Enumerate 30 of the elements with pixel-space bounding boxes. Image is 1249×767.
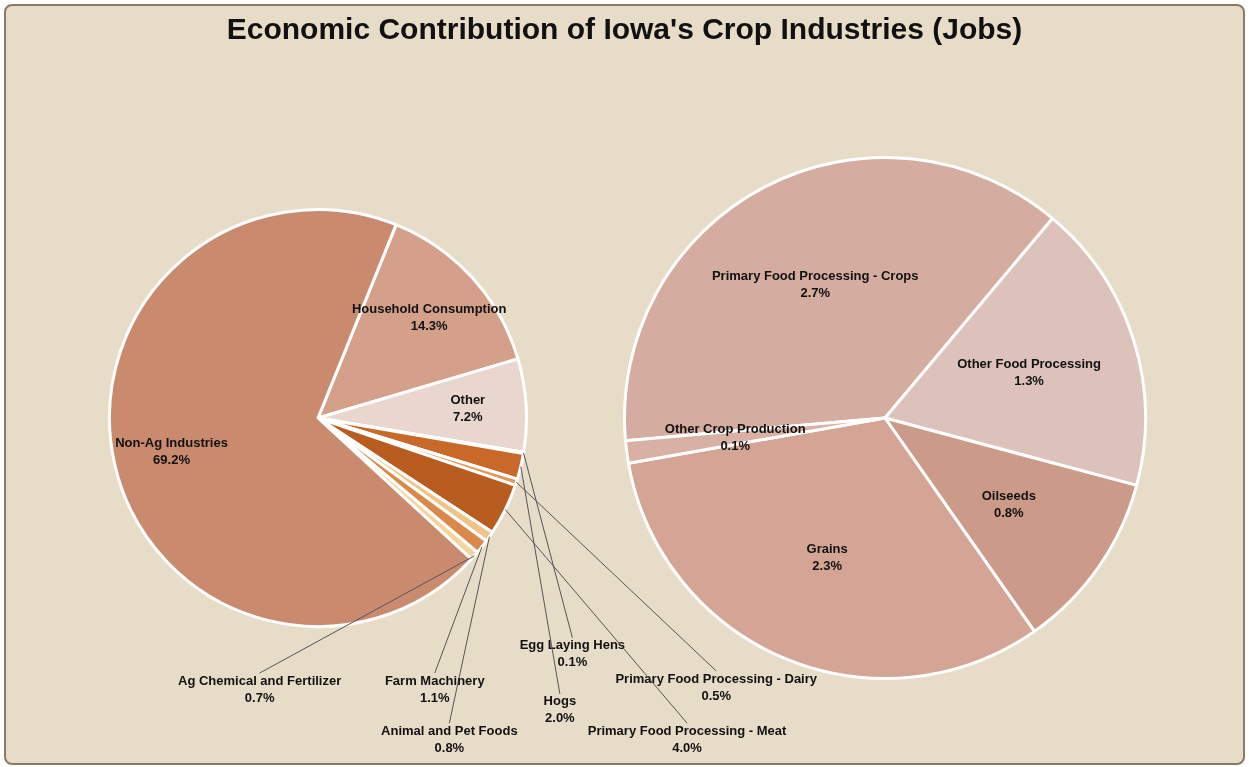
- data-label: 0.1%: [557, 654, 588, 670]
- slice-label: Farm Machinery: [384, 672, 486, 688]
- slice-label: Other Crop Production: [664, 421, 806, 437]
- data-label: 0.1%: [720, 438, 751, 454]
- data-label: 2.3%: [812, 558, 843, 574]
- data-label: 69.2%: [153, 451, 191, 467]
- slice-label: Non-Ag Industries: [115, 434, 228, 450]
- chart-title: Economic Contribution of Iowa's Crop Industries (Jobs): [225, 12, 1024, 46]
- slice-label: Oilseeds: [981, 488, 1036, 504]
- slice-label: Animal and Pet Foods: [381, 722, 518, 738]
- slice-label: Ag Chemical and Fertilizer: [177, 672, 342, 688]
- slice-label: Hogs: [543, 693, 577, 709]
- data-label: 0.5%: [701, 687, 732, 703]
- slice-label: Primary Food Processing - Dairy: [615, 670, 818, 686]
- data-label: 0.7%: [244, 689, 275, 705]
- data-label: 7.2%: [453, 409, 484, 425]
- slice-label: Primary Food Processing - Meat: [587, 722, 788, 738]
- data-label: 4.0%: [672, 739, 703, 755]
- slice-label: Other Food Processing: [957, 356, 1102, 372]
- data-label: 2.7%: [800, 284, 831, 300]
- data-label: 2.0%: [545, 710, 576, 726]
- slice-label: Grains: [806, 541, 848, 557]
- slice-label: Egg Laying Hens: [519, 637, 626, 653]
- data-label: 0.8%: [993, 505, 1025, 521]
- data-label: 1.3%: [1014, 373, 1045, 389]
- slice-label: Other: [450, 392, 486, 408]
- data-label: 1.1%: [419, 689, 451, 705]
- data-label: 14.3%: [410, 317, 449, 333]
- slice-label: Primary Food Processing - Crops: [711, 267, 919, 283]
- data-label: 0.8%: [434, 739, 465, 755]
